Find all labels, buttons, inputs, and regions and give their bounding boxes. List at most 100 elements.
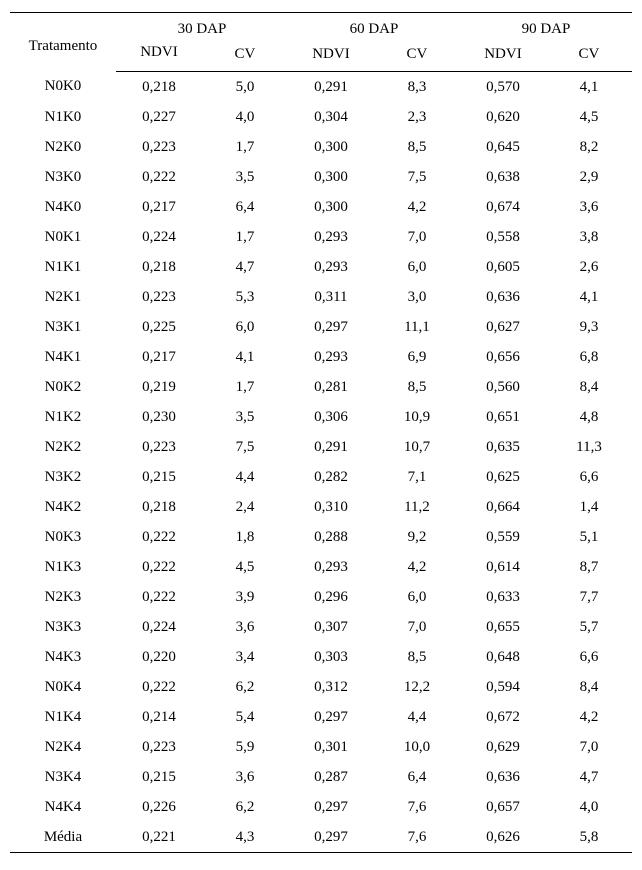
cell-value: 2,9 — [546, 162, 632, 192]
cell-value: 0,605 — [460, 252, 546, 282]
cell-value: 3,5 — [202, 402, 288, 432]
cell-value: 0,638 — [460, 162, 546, 192]
cell-value: 4,7 — [546, 762, 632, 792]
cell-value: 0,291 — [288, 72, 374, 103]
cell-value: 0,222 — [116, 552, 202, 582]
cell-value: 8,5 — [374, 642, 460, 672]
cell-value: 8,5 — [374, 132, 460, 162]
table-row: N4K20,2182,40,31011,20,6641,4 — [10, 492, 632, 522]
cell-value: 0,221 — [116, 822, 202, 853]
cell-value: 6,0 — [374, 252, 460, 282]
cell-value: 6,0 — [374, 582, 460, 612]
cell-value: 4,1 — [546, 72, 632, 103]
table-row: N0K10,2241,70,2937,00,5583,8 — [10, 222, 632, 252]
cell-tratamento: N3K2 — [10, 462, 116, 492]
cell-value: 4,2 — [374, 552, 460, 582]
cell-tratamento: N1K1 — [10, 252, 116, 282]
cell-value: 0,655 — [460, 612, 546, 642]
cell-value: 7,0 — [546, 732, 632, 762]
cell-value: 0,311 — [288, 282, 374, 312]
cell-value: 0,222 — [116, 522, 202, 552]
cell-value: 6,8 — [546, 342, 632, 372]
cell-value: 10,9 — [374, 402, 460, 432]
cell-value: 5,3 — [202, 282, 288, 312]
cell-value: 0,300 — [288, 192, 374, 222]
cell-value: 0,227 — [116, 102, 202, 132]
cell-value: 3,9 — [202, 582, 288, 612]
cell-tratamento: N3K3 — [10, 612, 116, 642]
column-sub-cv-30: CV — [202, 42, 288, 72]
cell-tratamento: N3K4 — [10, 762, 116, 792]
cell-value: 0,297 — [288, 702, 374, 732]
cell-value: 5,8 — [546, 822, 632, 853]
cell-value: 6,4 — [374, 762, 460, 792]
cell-value: 3,4 — [202, 642, 288, 672]
cell-value: 6,4 — [202, 192, 288, 222]
cell-value: 7,0 — [374, 222, 460, 252]
cell-value: 0,218 — [116, 72, 202, 103]
table-row: N4K10,2174,10,2936,90,6566,8 — [10, 342, 632, 372]
cell-tratamento: N4K0 — [10, 192, 116, 222]
table-row: N1K20,2303,50,30610,90,6514,8 — [10, 402, 632, 432]
cell-value: 1,7 — [202, 222, 288, 252]
cell-value: 0,627 — [460, 312, 546, 342]
table-row: N4K40,2266,20,2977,60,6574,0 — [10, 792, 632, 822]
cell-tratamento: N0K4 — [10, 672, 116, 702]
cell-value: 11,2 — [374, 492, 460, 522]
cell-tratamento: N1K0 — [10, 102, 116, 132]
cell-value: 0,224 — [116, 612, 202, 642]
cell-value: 8,7 — [546, 552, 632, 582]
cell-value: 8,2 — [546, 132, 632, 162]
cell-tratamento: N4K3 — [10, 642, 116, 672]
cell-value: 0,226 — [116, 792, 202, 822]
cell-tratamento: N3K0 — [10, 162, 116, 192]
cell-value: 7,6 — [374, 822, 460, 853]
table-row: N1K10,2184,70,2936,00,6052,6 — [10, 252, 632, 282]
cell-value: 6,6 — [546, 462, 632, 492]
cell-value: 0,558 — [460, 222, 546, 252]
table-row: N4K30,2203,40,3038,50,6486,6 — [10, 642, 632, 672]
cell-value: 4,5 — [202, 552, 288, 582]
cell-value: 0,312 — [288, 672, 374, 702]
cell-value: 7,5 — [374, 162, 460, 192]
cell-value: 0,657 — [460, 792, 546, 822]
cell-value: 7,0 — [374, 612, 460, 642]
cell-value: 10,7 — [374, 432, 460, 462]
cell-value: 1,8 — [202, 522, 288, 552]
table-row: N3K00,2223,50,3007,50,6382,9 — [10, 162, 632, 192]
cell-value: 0,293 — [288, 552, 374, 582]
column-sub-ndvi-60: NDVI — [288, 42, 374, 72]
cell-value: 0,222 — [116, 582, 202, 612]
cell-value: 8,4 — [546, 372, 632, 402]
cell-value: 0,222 — [116, 672, 202, 702]
cell-value: 0,224 — [116, 222, 202, 252]
cell-tratamento: Média — [10, 822, 116, 853]
cell-tratamento: N2K0 — [10, 132, 116, 162]
column-sub-ndvi-90: NDVI — [460, 42, 546, 72]
column-group-30dap: 30 DAP — [116, 13, 288, 43]
cell-value: 4,8 — [546, 402, 632, 432]
cell-value: 4,3 — [202, 822, 288, 853]
cell-value: 0,310 — [288, 492, 374, 522]
cell-value: 0,303 — [288, 642, 374, 672]
cell-value: 3,6 — [202, 762, 288, 792]
table-row: N0K30,2221,80,2889,20,5595,1 — [10, 522, 632, 552]
cell-value: 4,7 — [202, 252, 288, 282]
table-row: N0K40,2226,20,31212,20,5948,4 — [10, 672, 632, 702]
cell-value: 0,633 — [460, 582, 546, 612]
cell-tratamento: N1K2 — [10, 402, 116, 432]
cell-value: 4,0 — [546, 792, 632, 822]
cell-tratamento: N2K2 — [10, 432, 116, 462]
cell-value: 0,223 — [116, 282, 202, 312]
cell-value: 8,5 — [374, 372, 460, 402]
cell-value: 0,559 — [460, 522, 546, 552]
cell-value: 0,293 — [288, 252, 374, 282]
cell-value: 4,2 — [374, 192, 460, 222]
cell-value: 0,214 — [116, 702, 202, 732]
cell-tratamento: N3K1 — [10, 312, 116, 342]
cell-value: 0,297 — [288, 822, 374, 853]
cell-value: 7,7 — [546, 582, 632, 612]
cell-tratamento: N4K1 — [10, 342, 116, 372]
table-row: N1K00,2274,00,3042,30,6204,5 — [10, 102, 632, 132]
cell-value: 0,635 — [460, 432, 546, 462]
